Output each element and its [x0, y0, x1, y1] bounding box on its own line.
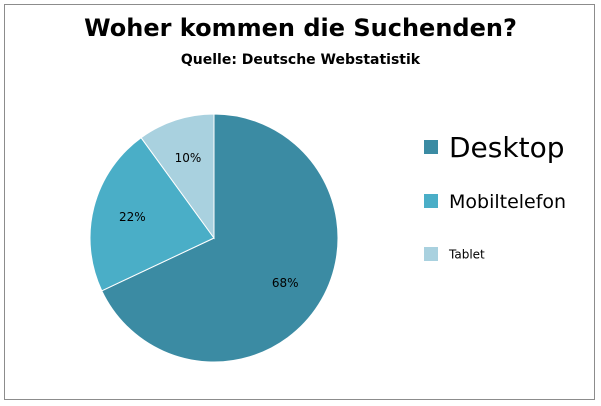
data-label-mobiltelefon: 22%	[119, 210, 146, 224]
data-label-desktop: 68%	[272, 276, 299, 290]
pie-slices	[89, 113, 339, 363]
pie-slice-desktop	[101, 113, 339, 363]
pie-data-labels: 68% 22% 10%	[119, 151, 299, 290]
chart-subtitle: Quelle: Deutsche Webstatistik	[180, 52, 421, 68]
legend-swatch-desktop	[424, 140, 438, 154]
legend-label-desktop: Desktop	[449, 131, 564, 164]
data-label-tablet: 10%	[175, 151, 202, 165]
chart-legend: Desktop Mobiltelefon Tablet	[424, 131, 566, 261]
legend-label-tablet: Tablet	[448, 247, 485, 261]
pie-slice-tablet	[140, 113, 215, 240]
legend-label-mobiltelefon: Mobiltelefon	[449, 191, 566, 213]
legend-swatch-tablet	[424, 247, 438, 261]
pie-slice-mobiltelefon	[89, 136, 215, 292]
legend-swatch-mobiltelefon	[424, 194, 438, 208]
chart-title: Woher kommen die Suchenden?	[84, 14, 517, 42]
